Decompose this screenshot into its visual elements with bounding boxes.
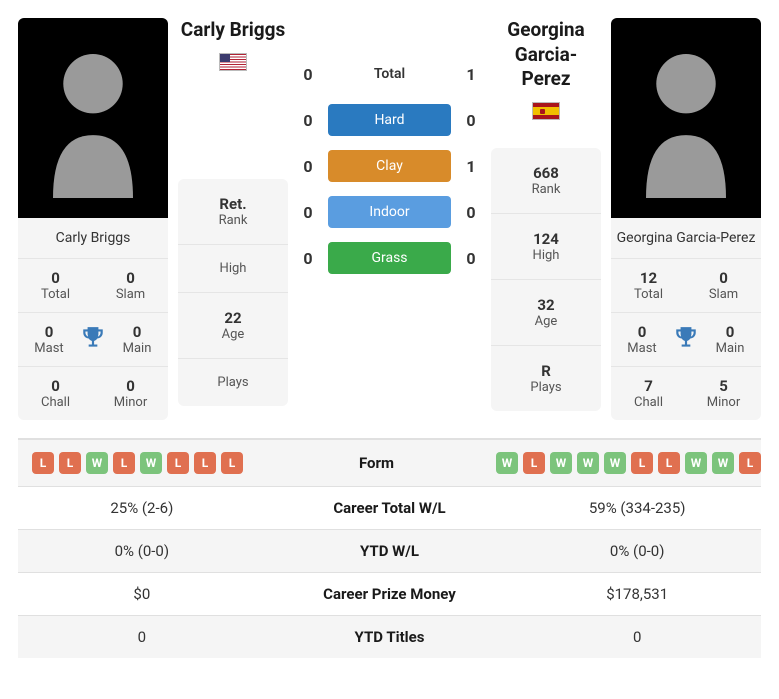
p1-age: 22Age	[178, 293, 288, 359]
form-chip[interactable]: L	[194, 452, 216, 474]
player1-card: Carly Briggs 0Total 0Slam 0Mast 0Main 0C…	[18, 18, 168, 420]
player2-profile: Georgina Garcia-Perez 668Rank 124High 32…	[491, 18, 601, 411]
p1-minor-cell: 0Minor	[93, 367, 168, 420]
form-chip[interactable]: L	[32, 452, 54, 474]
comp-ytdtitles-row: 0 YTD Titles 0	[18, 616, 761, 658]
comparison-table: LLWLWLLL Form WLWWWLLWWL 25% (2-6) Caree…	[18, 438, 761, 658]
p1-main-cell: 0Main	[106, 313, 168, 366]
player2-heading: Georgina Garcia-Perez	[491, 18, 601, 92]
comp-prize-row: $0 Career Prize Money $178,531	[18, 573, 761, 616]
p2-plays: RPlays	[491, 346, 601, 411]
trophy-icon	[673, 325, 699, 355]
comp-careerwl-row: 25% (2-6) Career Total W/L 59% (334-235)	[18, 487, 761, 530]
form-chip[interactable]: L	[167, 452, 189, 474]
p1-slam-cell: 0Slam	[93, 259, 168, 313]
p1-form: LLWLWLLL	[18, 452, 257, 474]
flag-us-icon	[219, 53, 247, 71]
form-chip[interactable]: W	[685, 452, 707, 474]
p2-high: 124High	[491, 214, 601, 280]
p1-total-cell: 0Total	[18, 259, 93, 313]
h2h-clay[interactable]: 0 Clay 1	[298, 150, 481, 182]
player1-avatar	[18, 18, 168, 218]
p1-rank: Ret.Rank	[178, 179, 288, 245]
flag-es-icon	[532, 102, 560, 120]
p2-mast-cell: 0Mast	[611, 313, 673, 366]
silhouette-icon	[626, 38, 746, 198]
form-chip[interactable]: L	[658, 452, 680, 474]
comp-form-row: LLWLWLLL Form WLWWWLLWWL	[18, 440, 761, 487]
h2h-hard[interactable]: 0 Hard 0	[298, 104, 481, 136]
h2h-indoor[interactable]: 0 Indoor 0	[298, 196, 481, 228]
player1-name[interactable]: Carly Briggs	[18, 218, 168, 259]
player2-card: Georgina Garcia-Perez 12Total 0Slam 0Mas…	[611, 18, 761, 420]
p1-chall-cell: 0Chall	[18, 367, 93, 420]
player2-info-card: 668Rank 124High 32Age RPlays	[491, 148, 601, 411]
comparison-header: Carly Briggs 0Total 0Slam 0Mast 0Main 0C…	[18, 18, 761, 420]
p2-rank: 668Rank	[491, 148, 601, 214]
form-chip[interactable]: L	[739, 452, 761, 474]
p2-total-cell: 12Total	[611, 259, 686, 313]
form-chip[interactable]: L	[59, 452, 81, 474]
form-chip[interactable]: L	[113, 452, 135, 474]
p2-age: 32Age	[491, 280, 601, 346]
form-chip[interactable]: W	[577, 452, 599, 474]
silhouette-icon	[33, 38, 153, 198]
player1-info-card: Ret.Rank High 22Age Plays	[178, 179, 288, 406]
trophy-icon	[80, 325, 106, 355]
form-chip[interactable]: L	[523, 452, 545, 474]
p2-form: WLWWWLLWWL	[496, 452, 761, 474]
p2-main-cell: 0Main	[699, 313, 761, 366]
h2h-total: 0 Total 1	[298, 58, 481, 90]
p2-slam-cell: 0Slam	[686, 259, 761, 313]
player1-heading: Carly Briggs	[181, 18, 285, 43]
p1-high: High	[178, 245, 288, 293]
h2h-column: 0 Total 1 0 Hard 0 0 Clay 1 0 Indoor 0 0…	[298, 58, 481, 274]
p1-mast-cell: 0Mast	[18, 313, 80, 366]
form-chip[interactable]: W	[140, 452, 162, 474]
comp-ytdwl-row: 0% (0-0) YTD W/L 0% (0-0)	[18, 530, 761, 573]
form-chip[interactable]: L	[221, 452, 243, 474]
p2-chall-cell: 7Chall	[611, 367, 686, 420]
form-chip[interactable]: W	[86, 452, 108, 474]
form-chip[interactable]: W	[550, 452, 572, 474]
form-chip[interactable]: L	[631, 452, 653, 474]
form-chip[interactable]: W	[496, 452, 518, 474]
h2h-grass[interactable]: 0 Grass 0	[298, 242, 481, 274]
player2-avatar	[611, 18, 761, 218]
form-chip[interactable]: W	[604, 452, 626, 474]
p2-minor-cell: 5Minor	[686, 367, 761, 420]
p1-plays: Plays	[178, 359, 288, 406]
player2-name[interactable]: Georgina Garcia-Perez	[611, 218, 761, 259]
form-chip[interactable]: W	[712, 452, 734, 474]
player1-profile: Carly Briggs Ret.Rank High 22Age Plays	[178, 18, 288, 406]
